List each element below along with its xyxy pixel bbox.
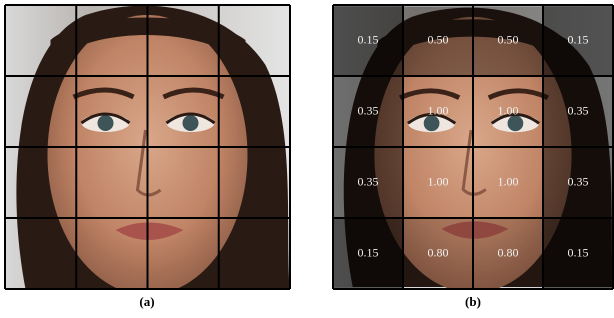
caption: (b) <box>465 294 481 309</box>
weight-label: 0.35 <box>568 103 589 117</box>
figure: 0.15 0.50 0.50 0.15 0.35 1.00 1.00 0.35 0.35 1.00… <box>0 0 614 318</box>
weight-label: 0.15 <box>568 245 589 259</box>
weight-label: 0.15 <box>568 32 589 46</box>
weight-label: 0.50 <box>498 32 519 46</box>
caption: (a) <box>139 294 154 309</box>
weight-label: 1.00 <box>428 103 449 117</box>
weight-label: 0.35 <box>358 174 379 188</box>
weight-label: 0.80 <box>498 245 519 259</box>
page: 0.15 0.50 0.50 0.15 0.35 1.00 1.00 0.35 0.35 1.00… <box>0 0 614 318</box>
weight-label: 1.00 <box>498 174 519 188</box>
weight-label: 1.00 <box>498 103 519 117</box>
weight-label: 0.35 <box>358 103 379 117</box>
weight-label: 0.35 <box>568 174 589 188</box>
weight-label: 0.15 <box>358 32 379 46</box>
weight-label: 0.80 <box>428 245 449 259</box>
weight-label: 1.00 <box>428 174 449 188</box>
weight-label: 0.50 <box>428 32 449 46</box>
weight-label: 0.15 <box>358 245 379 259</box>
